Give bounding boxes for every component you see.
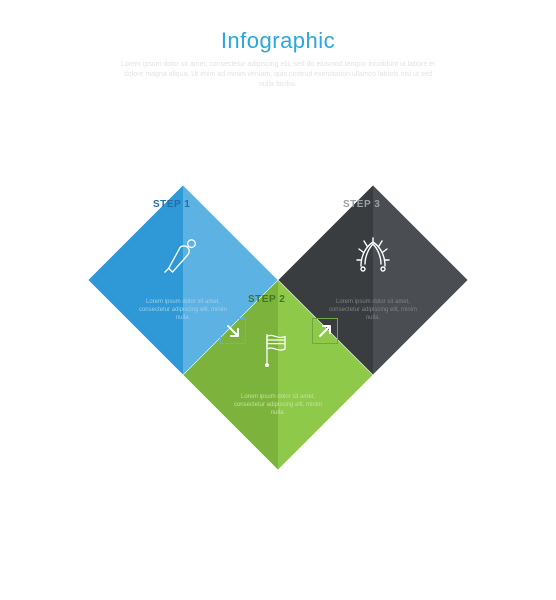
arrow-to-step3-icon [312, 318, 338, 344]
step2-label: STEP 2 [248, 294, 285, 305]
step3-body: Lorem ipsum dolor sit amet, consectetur … [325, 298, 421, 322]
step1-body: Lorem ipsum dolor sit amet, consectetur … [135, 298, 231, 322]
step1-label: STEP 1 [153, 199, 190, 210]
step3-label: STEP 3 [343, 199, 380, 210]
flag-icon [258, 331, 294, 367]
arrow-to-step2-icon [220, 318, 246, 344]
baseball-bat-icon [163, 236, 201, 274]
infographic-stage: STEP 1 Lorem ipsum dolor sit amet, conse… [0, 0, 556, 600]
step2-body: Lorem ipsum dolor sit amet, consectetur … [230, 393, 326, 417]
headdress-icon [353, 236, 393, 276]
